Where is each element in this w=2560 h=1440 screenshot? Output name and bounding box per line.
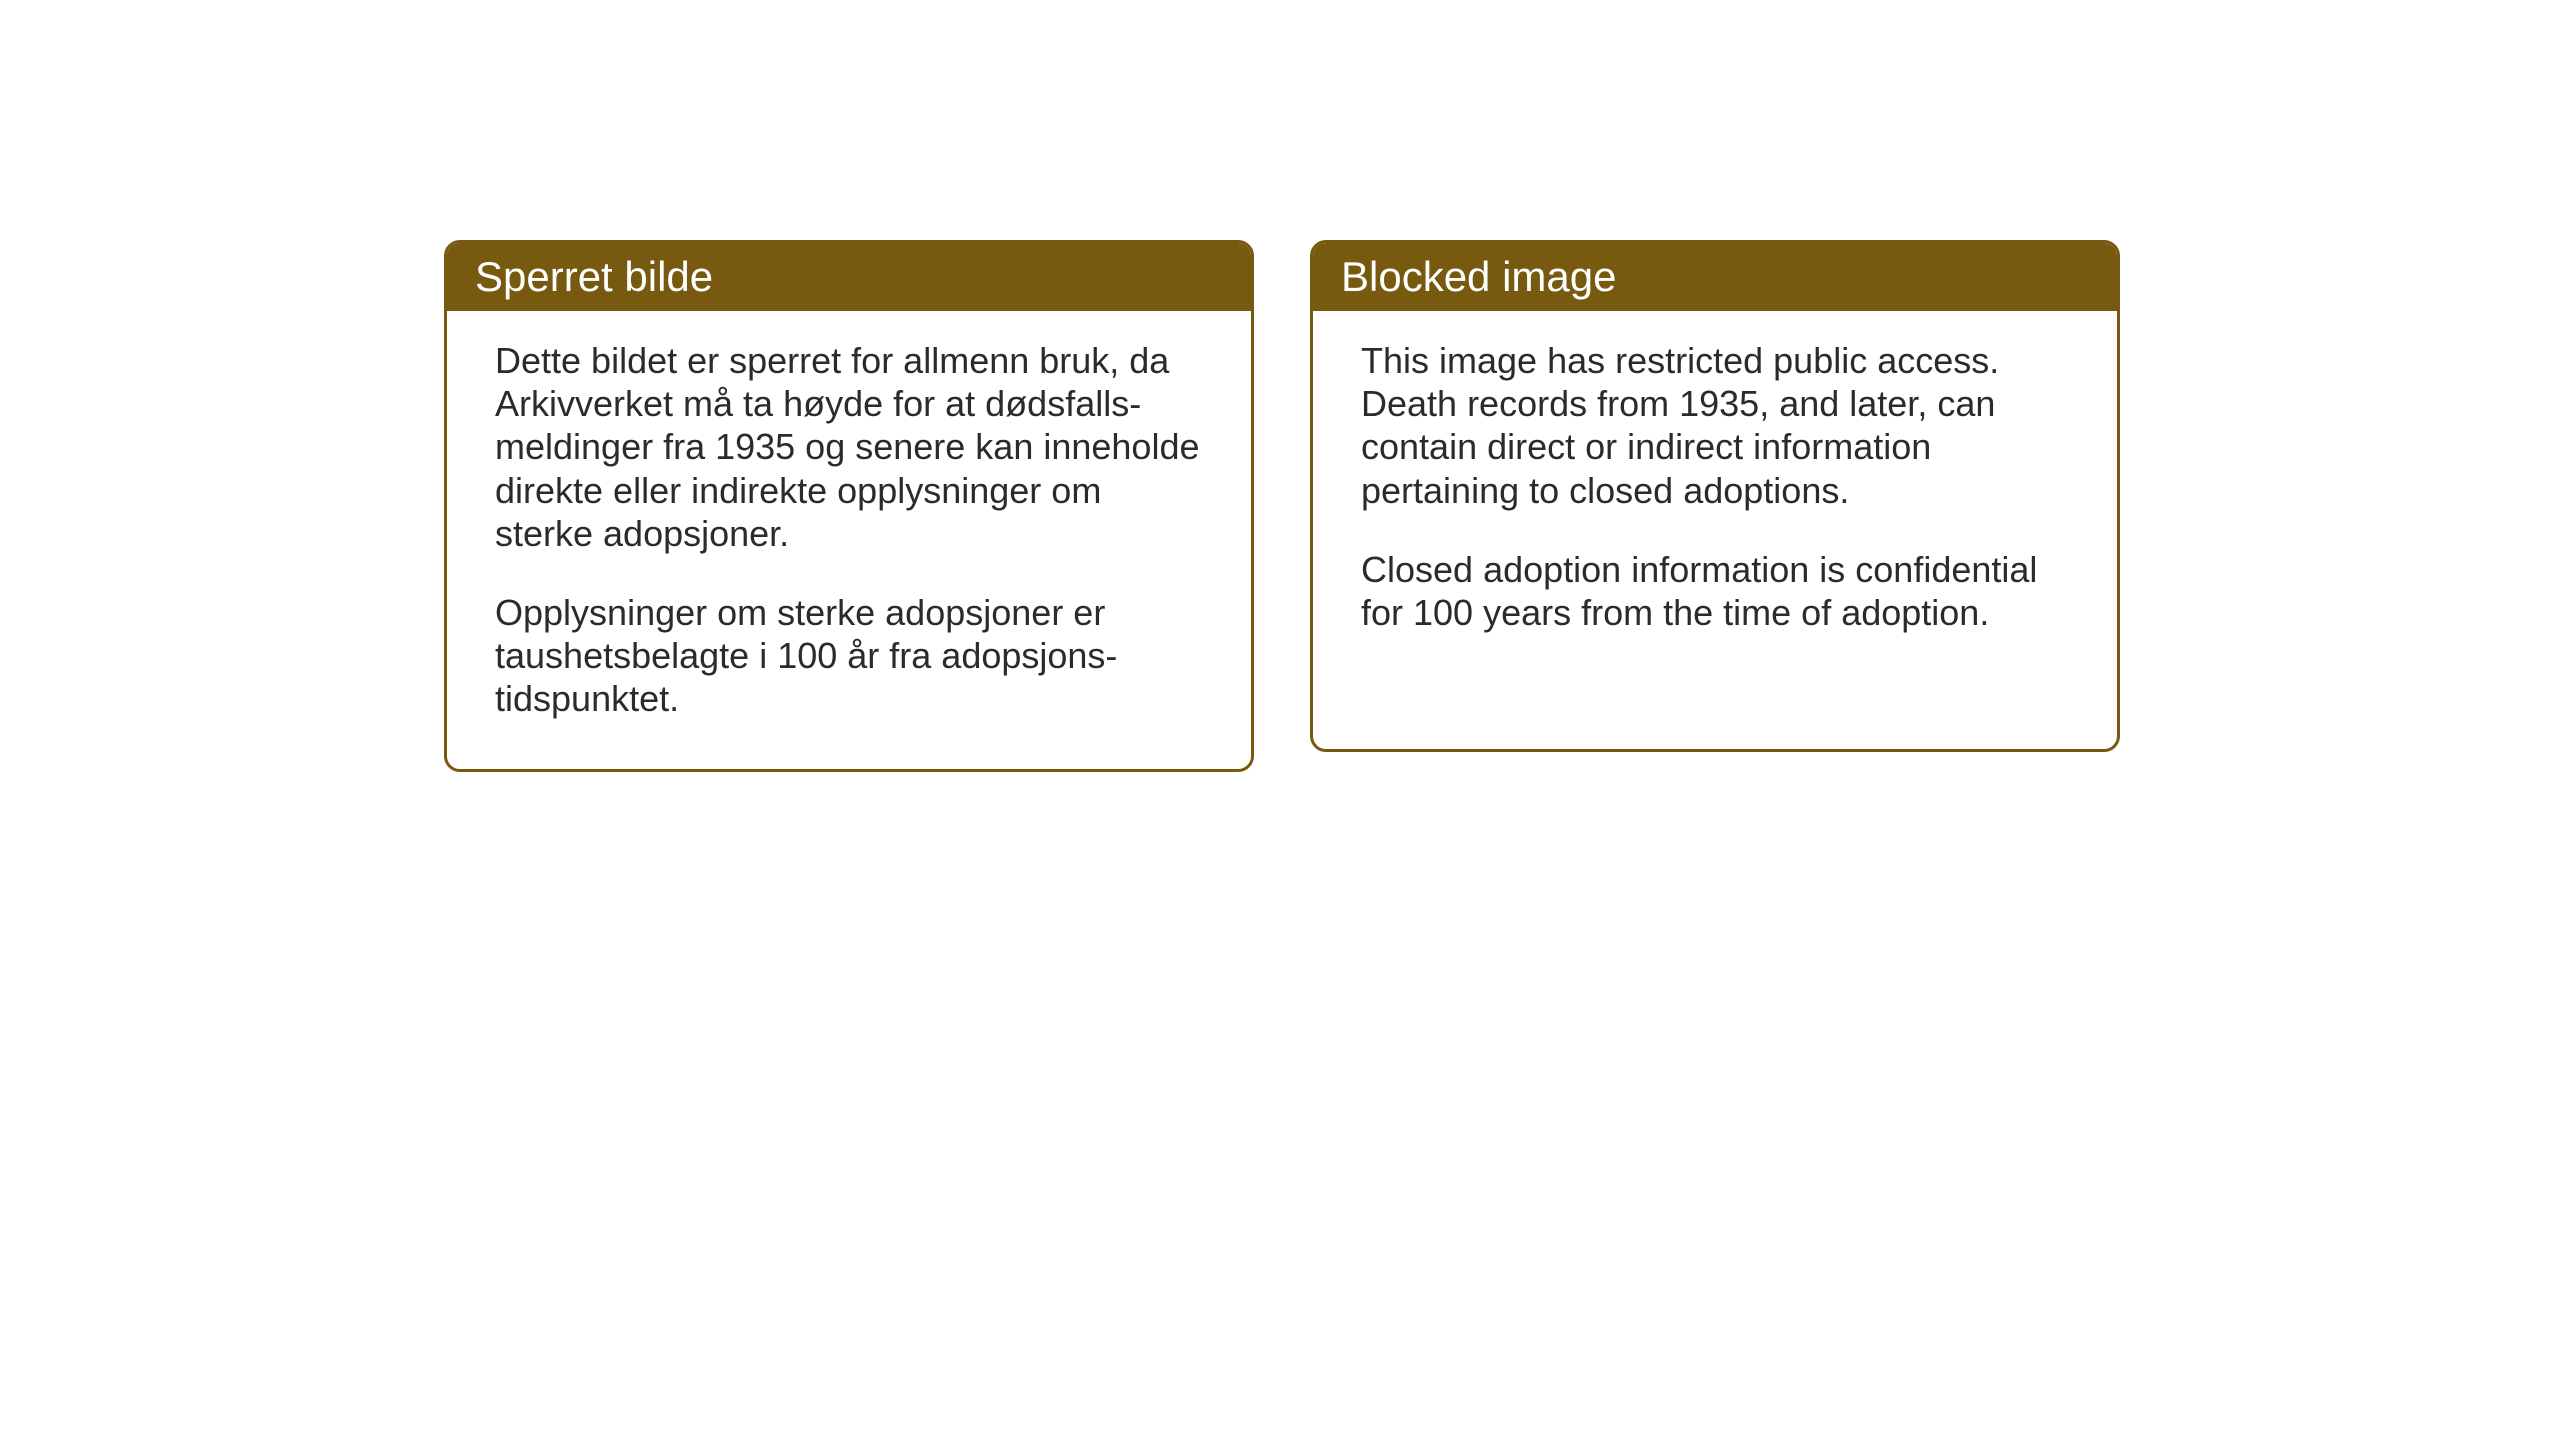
english-card-body: This image has restricted public access.… <box>1313 311 2117 682</box>
english-paragraph-1: This image has restricted public access.… <box>1361 339 2069 512</box>
english-paragraph-2: Closed adoption information is confident… <box>1361 548 2069 634</box>
norwegian-card-body: Dette bildet er sperret for allmenn bruk… <box>447 311 1251 769</box>
norwegian-notice-card: Sperret bilde Dette bildet er sperret fo… <box>444 240 1254 772</box>
norwegian-card-title: Sperret bilde <box>447 243 1251 311</box>
notice-cards-container: Sperret bilde Dette bildet er sperret fo… <box>444 240 2120 772</box>
english-card-title: Blocked image <box>1313 243 2117 311</box>
english-notice-card: Blocked image This image has restricted … <box>1310 240 2120 752</box>
norwegian-paragraph-2: Opplysninger om sterke adopsjoner er tau… <box>495 591 1203 721</box>
norwegian-paragraph-1: Dette bildet er sperret for allmenn bruk… <box>495 339 1203 555</box>
